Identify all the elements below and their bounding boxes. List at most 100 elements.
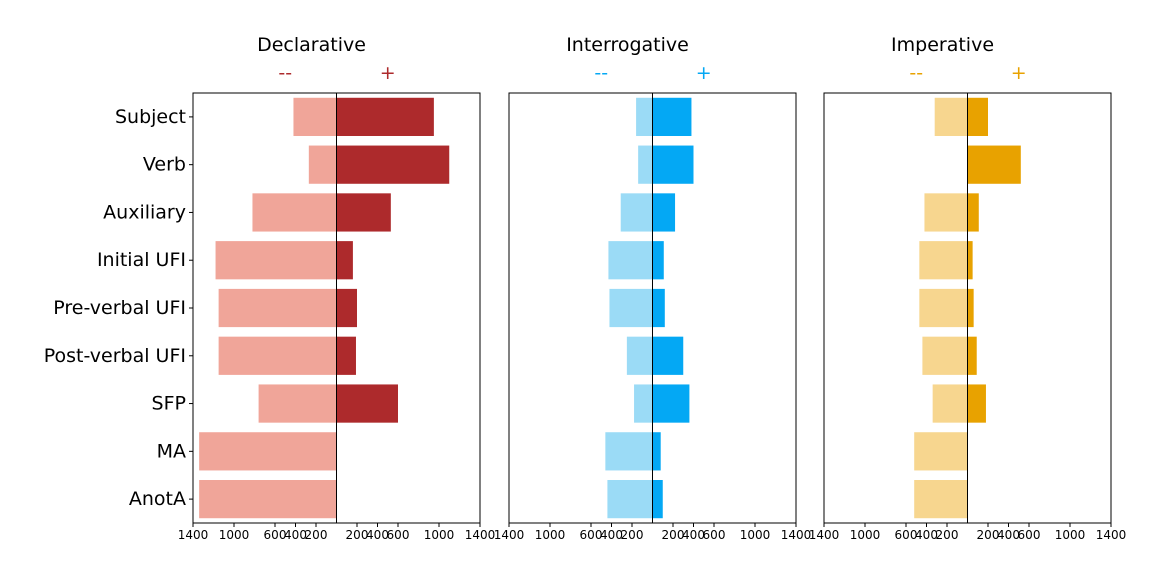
x-tick-label: 1400 [781, 528, 812, 542]
category-label: MA [157, 440, 186, 462]
x-tick-label: 200 [936, 528, 959, 542]
category-label: AnotA [129, 488, 186, 510]
category-label: SFP [152, 393, 186, 415]
x-tick-label: 200 [621, 528, 644, 542]
panel-title: Interrogative [566, 34, 689, 56]
bar-negative [218, 288, 337, 328]
bar-positive [336, 384, 398, 423]
x-tick-label: 1400 [465, 528, 496, 542]
bar-negative [914, 480, 968, 519]
x-tick-label: 600 [264, 528, 287, 542]
category-label: Auxiliary [103, 201, 186, 223]
bar-negative [620, 193, 653, 232]
bar-positive [652, 193, 676, 232]
bar-negative [258, 384, 337, 423]
bar-positive [652, 97, 692, 136]
category-label: Subject [115, 106, 186, 128]
positive-sign-label: + [380, 62, 396, 84]
x-tick-label: 400 [682, 528, 705, 542]
x-tick-label: 1000 [850, 528, 881, 542]
bar-negative [218, 336, 337, 375]
bar-negative [914, 432, 968, 471]
bar-positive [336, 336, 356, 375]
category-label: Initial UFI [97, 249, 186, 271]
category-label: Verb [143, 154, 186, 176]
x-tick-label: 600 [580, 528, 603, 542]
bar-positive [967, 193, 979, 232]
panel-title: Imperative [891, 34, 994, 56]
panel-frame [508, 92, 797, 524]
x-tick-label: 1400 [809, 528, 840, 542]
x-tick-label: 400 [284, 528, 307, 542]
x-tick-label: 1000 [219, 528, 250, 542]
panel-frame [823, 92, 1112, 524]
x-tick-label: 1000 [1055, 528, 1086, 542]
x-tick-label: 600 [895, 528, 918, 542]
bar-negative [922, 336, 968, 375]
bar-positive [967, 288, 974, 328]
bar-positive [652, 432, 661, 471]
bar-negative [215, 241, 337, 280]
x-tick-label: 1400 [1096, 528, 1127, 542]
category-label: Pre-verbal UFI [53, 297, 186, 319]
positive-sign-label: + [1011, 62, 1027, 84]
positive-sign-label: + [696, 62, 712, 84]
bar-negative [919, 288, 968, 328]
x-tick-label: 1000 [740, 528, 771, 542]
negative-sign-label: -- [278, 62, 292, 84]
x-tick-label: 1000 [535, 528, 566, 542]
x-tick-label: 200 [662, 528, 685, 542]
x-tick-label: 1400 [178, 528, 209, 542]
bar-positive [336, 288, 357, 328]
x-tick-label: 600 [1018, 528, 1041, 542]
bar-negative [934, 97, 968, 136]
bar-positive [652, 480, 663, 519]
bar-positive [652, 384, 690, 423]
bar-positive [967, 241, 973, 280]
bar-negative [605, 432, 653, 471]
negative-sign-label: -- [909, 62, 923, 84]
bar-positive [967, 336, 977, 375]
bar-negative [626, 336, 653, 375]
x-tick-label: 400 [997, 528, 1020, 542]
bar-positive [336, 193, 391, 232]
bar-negative [638, 145, 653, 184]
bar-positive [336, 97, 434, 136]
bar-positive [336, 241, 353, 280]
bar-negative [609, 288, 653, 328]
x-tick-label: 1400 [494, 528, 525, 542]
x-tick-label: 200 [346, 528, 369, 542]
bar-negative [252, 193, 337, 232]
negative-sign-label: -- [594, 62, 608, 84]
x-tick-label: 200 [977, 528, 1000, 542]
bar-positive [652, 241, 664, 280]
bar-negative [919, 241, 968, 280]
bar-positive [652, 336, 684, 375]
bar-negative [924, 193, 968, 232]
x-tick-label: 1000 [424, 528, 455, 542]
bar-negative [634, 384, 653, 423]
bar-positive [967, 384, 986, 423]
x-tick-label: 600 [387, 528, 410, 542]
x-tick-label: 400 [366, 528, 389, 542]
bar-negative [199, 480, 337, 519]
bar-negative [607, 480, 653, 519]
bar-negative [608, 241, 653, 280]
x-tick-label: 400 [600, 528, 623, 542]
bar-negative [293, 97, 337, 136]
bar-negative [932, 384, 968, 423]
x-tick-label: 200 [305, 528, 328, 542]
panel-frame [192, 92, 481, 524]
bar-negative [308, 145, 337, 184]
bar-negative [199, 432, 337, 471]
x-tick-label: 600 [703, 528, 726, 542]
bar-positive [967, 145, 1021, 184]
bar-positive [967, 97, 988, 136]
bar-positive [336, 145, 450, 184]
bar-positive [652, 288, 665, 328]
category-label: Post-verbal UFI [44, 345, 186, 367]
x-tick-label: 400 [915, 528, 938, 542]
panel-title: Declarative [257, 34, 366, 56]
bar-positive [652, 145, 694, 184]
